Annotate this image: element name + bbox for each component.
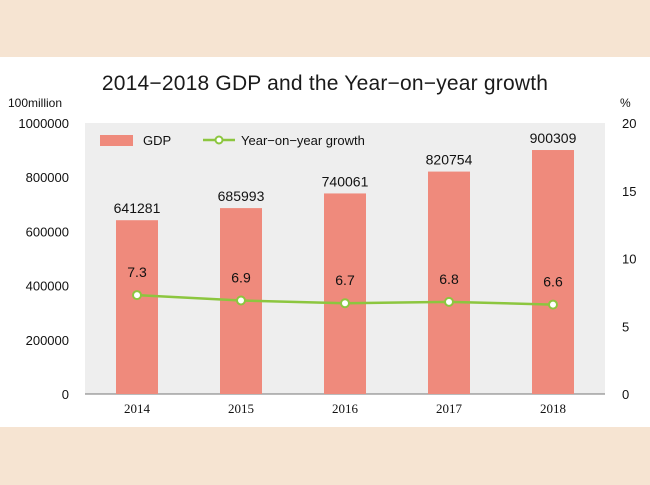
legend-growth-label: Year−on−year growth: [241, 133, 365, 148]
x-axis-tick-label: 2015: [228, 401, 254, 416]
legend-gdp-swatch: [100, 135, 133, 146]
gdp-bar: [532, 150, 574, 394]
left-axis-tick-label: 400000: [26, 279, 69, 294]
left-axis-tick-label: 200000: [26, 333, 69, 348]
right-axis-tick-label: 10: [622, 252, 636, 267]
left-axis-unit: 100million: [8, 96, 63, 110]
right-axis-tick-label: 0: [622, 387, 629, 402]
gdp-bar: [428, 171, 470, 394]
x-axis-tick-label: 2017: [436, 401, 463, 416]
left-axis-tick-label: 0: [62, 387, 69, 402]
right-axis-tick-label: 20: [622, 116, 636, 131]
growth-data-label: 6.7: [335, 272, 355, 288]
gdp-data-label: 641281: [114, 200, 161, 216]
x-axis-tick-label: 2016: [332, 401, 359, 416]
growth-point: [340, 298, 350, 309]
legend-growth-marker: [214, 135, 224, 145]
growth-data-label: 6.6: [543, 274, 563, 290]
gdp-bar: [324, 193, 366, 394]
right-axis-tick-label: 5: [622, 319, 629, 334]
gdp-data-label: 900309: [530, 130, 577, 146]
left-axis-tick-label: 600000: [26, 224, 69, 239]
right-axis-tick-label: 15: [622, 184, 636, 199]
left-axis-tick-label: 800000: [26, 170, 69, 185]
growth-data-label: 6.9: [231, 270, 251, 286]
gdp-data-label: 740061: [322, 173, 369, 189]
left-axis-tick-label: 1000000: [18, 116, 69, 131]
x-axis-tick-label: 2014: [124, 401, 151, 416]
gdp-bar: [116, 220, 158, 394]
growth-data-label: 6.8: [439, 271, 459, 287]
growth-point: [236, 295, 246, 306]
growth-point: [444, 296, 454, 307]
right-axis-unit: %: [620, 96, 631, 110]
chart-title: 2014−2018 GDP and the Year−on−year growt…: [101, 72, 549, 95]
x-axis-tick-label: 2018: [540, 401, 566, 416]
growth-point: [132, 290, 142, 301]
gdp-data-label: 685993: [218, 188, 265, 204]
growth-data-label: 7.3: [127, 264, 147, 280]
legend-gdp-label: GDP: [143, 133, 171, 148]
gdp-data-label: 820754: [426, 152, 473, 168]
growth-point: [548, 299, 558, 310]
